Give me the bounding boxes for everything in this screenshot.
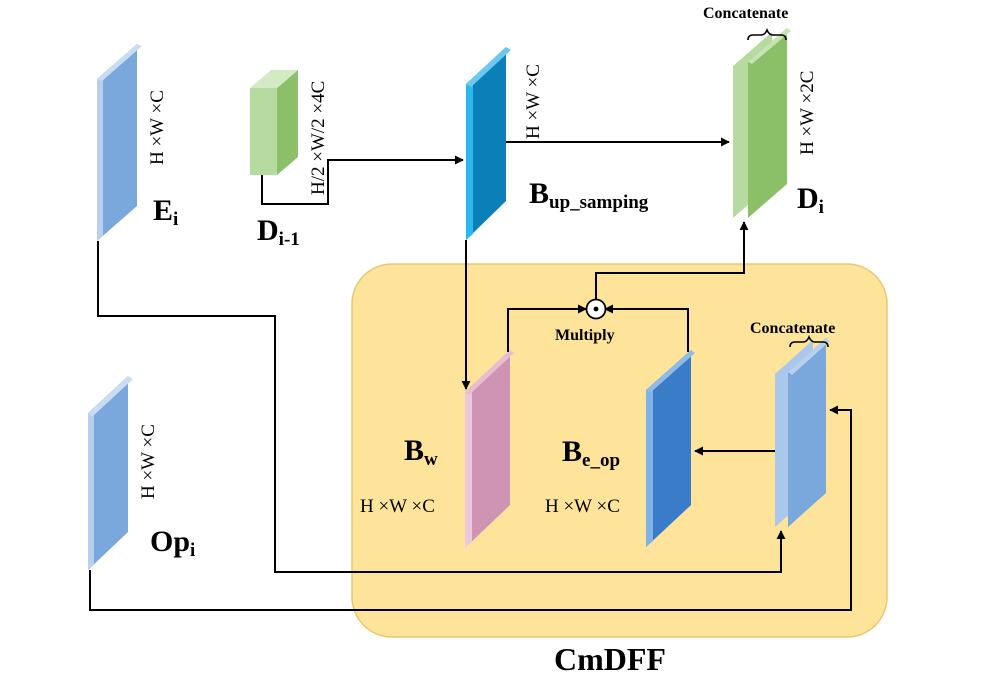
b-up-name-label: Bup_samping	[529, 177, 649, 213]
e-block	[97, 44, 142, 241]
b-eop-dim-label: H ×W ×C	[545, 496, 620, 517]
concat-top-brace	[747, 27, 787, 41]
b-eop-name-label: Be_op	[562, 435, 620, 471]
d-prev-name-label: Di-1	[257, 214, 300, 250]
b-w-block	[465, 350, 514, 548]
d-out-dim-label: H ×W ×2C	[797, 71, 818, 155]
arrow-op-to-concat	[89, 405, 852, 611]
e-dim-label: H ×W ×C	[147, 90, 168, 165]
arrow-bw-to-multiply	[507, 304, 587, 352]
b-w-name-label: Bw	[404, 434, 438, 470]
op-block	[88, 376, 133, 570]
cmdff-label: CmDFF	[554, 641, 666, 675]
concat-inner-brace	[789, 334, 829, 348]
concat-inner-label: Concatenate	[750, 320, 835, 337]
b-up-dim-label: H ×W ×C	[523, 64, 544, 139]
e-name-label: Ei	[153, 194, 178, 230]
concat-inner-block	[775, 338, 830, 527]
d-prev-dim-label: H/2 ×W/2 ×4C	[308, 81, 329, 195]
d-out-name-label: Di	[797, 182, 824, 218]
op-name-label: Opi	[150, 525, 195, 561]
b-eop-block	[646, 350, 695, 547]
concat-top-label: Concatenate	[703, 5, 788, 22]
b-w-dim-label: H ×W ×C	[360, 496, 435, 517]
op-dim-label: H ×W ×C	[138, 424, 159, 499]
b-up-block	[466, 47, 511, 240]
multiply-label: Multiply	[555, 327, 615, 344]
arrow-multiply-to-dout	[595, 221, 749, 299]
d-prev-block	[250, 70, 298, 175]
cmdff-module-box	[351, 263, 888, 638]
arrow-beop-to-multiply	[604, 304, 689, 352]
arrow-dprev-to-bup	[261, 155, 464, 205]
multiply-operator	[585, 298, 607, 320]
arrow-e-to-concat	[97, 241, 786, 573]
d-out-block	[733, 28, 791, 218]
